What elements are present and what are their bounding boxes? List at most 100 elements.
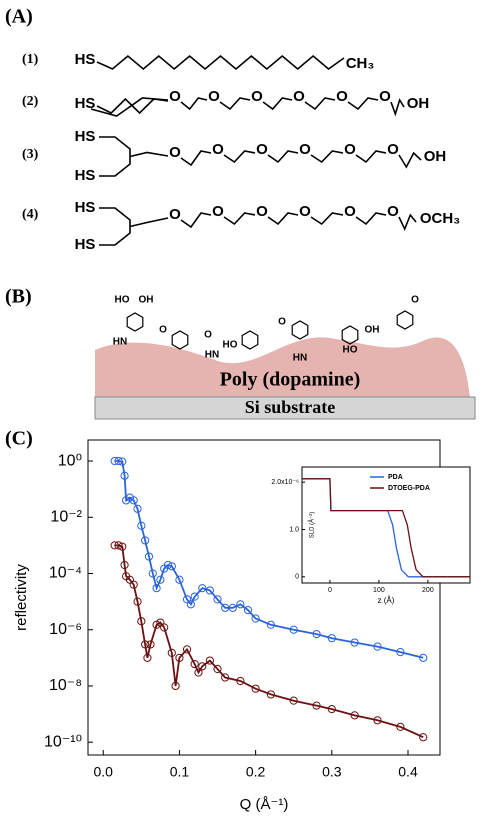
surface-group: HN: [113, 337, 127, 348]
structure-number: (4): [22, 207, 39, 222]
bond: [311, 151, 343, 162]
surface-group: O: [278, 317, 286, 328]
y-tick-label: 10⁰: [58, 452, 82, 469]
chem-group: O: [169, 88, 181, 105]
chem-group: O: [256, 141, 268, 158]
bond: [224, 213, 255, 224]
surface-group: HN: [293, 353, 307, 364]
legend-label: DTOEG-PDA: [388, 485, 430, 492]
ring: [172, 331, 188, 349]
x-axis-label: Q (Å⁻¹): [240, 796, 289, 813]
bond: [399, 215, 416, 229]
ring: [242, 331, 258, 349]
bond: [348, 98, 378, 109]
bond: [99, 137, 130, 176]
structure-number: (3): [22, 147, 39, 162]
chem-group: HS: [75, 236, 96, 253]
bond: [399, 153, 421, 167]
bond: [263, 98, 292, 109]
bond: [97, 99, 168, 113]
y-axis-label: SLD (Å⁻²): [309, 512, 316, 539]
chem-group: HS: [75, 199, 96, 216]
bond: [311, 213, 343, 224]
x-axis-label: z (Å): [378, 596, 395, 605]
surface-group: OH: [365, 325, 380, 336]
chem-group: HS: [75, 167, 96, 184]
coating-label: Poly (dopamine): [220, 369, 361, 391]
panel-label: (B): [5, 286, 32, 308]
legend-label: PDA: [388, 474, 403, 481]
surface-group: O: [411, 295, 419, 306]
chem-group: O: [387, 203, 399, 220]
chem-group: O: [256, 203, 268, 220]
y-tick-label: 10⁻⁸: [49, 677, 82, 694]
y-tick-label: 10⁻²: [50, 508, 82, 525]
chem-group: HS: [75, 128, 96, 145]
chem-group: O: [293, 88, 305, 105]
y-tick-label: 2.0x10⁻⁶: [271, 479, 299, 486]
chem-group: CH₃: [346, 55, 375, 72]
surface-group: O: [204, 330, 212, 341]
bond: [181, 98, 207, 109]
surface-group: HO: [223, 340, 238, 351]
x-tick-label: 100: [373, 587, 385, 594]
structure-number: (1): [22, 52, 39, 67]
bond: [97, 56, 344, 69]
chem-group: O: [208, 88, 220, 105]
bond: [391, 100, 404, 114]
chem-group: O: [169, 206, 181, 223]
ring: [127, 313, 143, 331]
panel-label: (A): [5, 6, 33, 28]
chem-group: O: [212, 203, 224, 220]
x-tick-label: 0.3: [322, 764, 342, 780]
y-tick-label: 0: [295, 574, 299, 581]
bond: [220, 98, 250, 109]
chem-group: O: [212, 141, 224, 158]
bond: [130, 153, 168, 157]
x-tick-label: 0.4: [398, 764, 418, 780]
chem-group: OH: [407, 95, 430, 112]
x-tick-label: 0.0: [94, 764, 114, 780]
bond: [91, 98, 168, 116]
y-tick-label: 1.0: [289, 526, 299, 533]
bond: [181, 151, 211, 165]
chem-group: O: [387, 141, 399, 158]
surface-group: OH: [139, 295, 154, 306]
substrate-label: Si substrate: [245, 397, 336, 417]
chem-group: O: [336, 88, 348, 105]
bond: [130, 218, 168, 227]
chem-group: OCH₃: [420, 210, 460, 227]
y-tick-label: 10⁻⁶: [49, 621, 82, 638]
x-tick-label: 0.1: [170, 764, 190, 780]
chem-group: O: [299, 203, 311, 220]
bond: [268, 213, 298, 224]
chem-group: OH: [424, 148, 447, 165]
bond: [268, 151, 298, 162]
panel-label: (C): [5, 428, 33, 450]
chem-group: O: [344, 203, 356, 220]
bond: [356, 213, 386, 224]
chem-group: O: [251, 88, 263, 105]
surface-group: HO: [115, 295, 130, 306]
bond: [224, 151, 255, 162]
chem-group: O: [379, 88, 391, 105]
figure: Poly (dopamine) Si substrate (A) (B) (C) (1…: [0, 0, 497, 827]
y-tick-label: 10⁻⁴: [49, 565, 82, 582]
surface-group: HN: [205, 350, 219, 361]
x-tick-label: 200: [422, 587, 434, 594]
inset-frame: [302, 467, 470, 583]
chem-group: O: [344, 141, 356, 158]
bond: [305, 98, 335, 109]
ring: [397, 311, 413, 329]
ring: [292, 321, 308, 339]
data-point: [420, 734, 427, 741]
chem-group: O: [299, 141, 311, 158]
bond: [99, 208, 130, 245]
bond: [356, 151, 386, 162]
ring: [342, 326, 358, 344]
y-tick-label: 10⁻¹⁰: [44, 733, 82, 750]
structure-number: (2): [22, 94, 39, 109]
y-axis-label: reflectivity: [13, 564, 30, 631]
x-tick-label: 0.2: [246, 764, 266, 780]
bond: [181, 213, 211, 227]
